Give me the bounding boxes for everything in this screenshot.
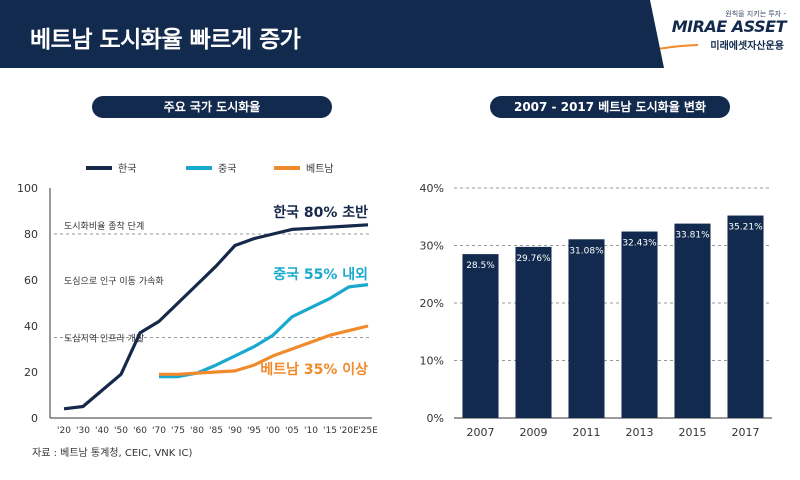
x-tick-label: '15: [323, 426, 337, 436]
bar-y-tick-label: 10%: [420, 355, 444, 368]
stage-label: 도시화비율 종착 단계: [64, 220, 144, 232]
logo-slogan: 원칙을 지키는 투자 -: [725, 10, 786, 18]
stage-label: 도심지역 인프라 개발: [64, 334, 144, 345]
y-tick-label: 80: [24, 228, 38, 241]
bar-x-tick-label: 2013: [626, 426, 654, 439]
x-tick-label: '20: [57, 426, 71, 436]
bar-value-label: 32.43%: [622, 239, 657, 249]
right-chart-title: 2007 - 2017 베트남 도시화율 변화: [490, 96, 730, 118]
y-tick-label: 0: [31, 412, 38, 425]
x-tick-label: '75: [171, 426, 185, 436]
bar-x-tick-label: 2011: [573, 426, 601, 439]
annotation-korea: 한국 80% 초반: [273, 204, 368, 221]
left-chart-title: 주요 국가 도시화율: [92, 96, 332, 118]
logo-sub-text: 미래에셋자산운용: [710, 41, 784, 52]
x-tick-label: '20E: [339, 426, 359, 436]
page-title: 베트남 도시화율 빠르게 증가: [30, 27, 301, 53]
bar-x-tick-label: 2009: [520, 426, 548, 439]
legend-label-0: 한국: [118, 163, 136, 175]
bar-value-label: 28.5%: [466, 261, 495, 271]
bar-2015: [674, 223, 711, 418]
bar-2009: [515, 246, 552, 418]
bar-x-tick-label: 2017: [732, 426, 760, 439]
x-tick-label: '05: [285, 426, 299, 436]
bar-2011: [568, 239, 605, 418]
bar-value-label: 29.76%: [516, 254, 551, 264]
bar-y-tick-label: 0%: [427, 412, 444, 425]
series-line-0: [63, 223, 369, 411]
bar-2013: [621, 231, 658, 418]
legend-label-1: 중국: [218, 163, 236, 175]
x-tick-label: '70: [152, 426, 166, 436]
header-bar: 베트남 도시화율 빠르게 증가 원칙을 지키는 투자 - MIRAE ASSET…: [0, 0, 800, 68]
bar-y-tick-label: 20%: [420, 297, 444, 310]
x-tick-label: '00: [266, 426, 280, 436]
y-tick-label: 20: [24, 366, 38, 379]
annotation-china: 중국 55% 내외: [273, 266, 368, 283]
bar-2017: [727, 215, 764, 418]
series-line-2: [159, 324, 369, 376]
logo: 원칙을 지키는 투자 - MIRAE ASSET 미래에셋자산운용: [650, 0, 800, 68]
x-tick-label: '85: [209, 426, 223, 436]
logo-swoosh-icon: [650, 44, 699, 53]
y-tick-label: 40: [24, 320, 38, 333]
x-tick-label: '40: [95, 426, 109, 436]
x-tick-label: '50: [114, 426, 128, 436]
x-tick-label: '30: [76, 426, 90, 436]
x-tick-label: '60: [133, 426, 147, 436]
x-tick-label: '25E: [358, 426, 378, 436]
bar-value-label: 33.81%: [675, 231, 710, 241]
legend-label-2: 베트남: [306, 163, 334, 175]
annotation-vietnam: 베트남 35% 이상: [260, 361, 368, 378]
x-tick-label: '90: [228, 426, 242, 436]
x-tick-label: '80: [190, 426, 204, 436]
bar-x-tick-label: 2015: [679, 426, 707, 439]
bar-value-label: 31.08%: [569, 246, 604, 256]
x-tick-label: '10: [304, 426, 318, 436]
y-tick-label: 60: [24, 274, 38, 287]
bar-x-tick-label: 2007: [467, 426, 495, 439]
y-tick-label: 100: [17, 182, 38, 195]
bar-y-tick-label: 40%: [420, 182, 444, 195]
source-note: 자료 : 베트남 통계청, CEIC, VNK IC): [32, 448, 193, 459]
stage-label: 도심으로 인구 이동 가속화: [64, 276, 164, 287]
bar-y-tick-label: 30%: [420, 240, 444, 253]
logo-main-text: MIRAE ASSET: [671, 17, 787, 36]
x-tick-label: '95: [247, 426, 261, 436]
bar-2007: [462, 254, 499, 418]
bar-value-label: 35.21%: [728, 223, 763, 233]
